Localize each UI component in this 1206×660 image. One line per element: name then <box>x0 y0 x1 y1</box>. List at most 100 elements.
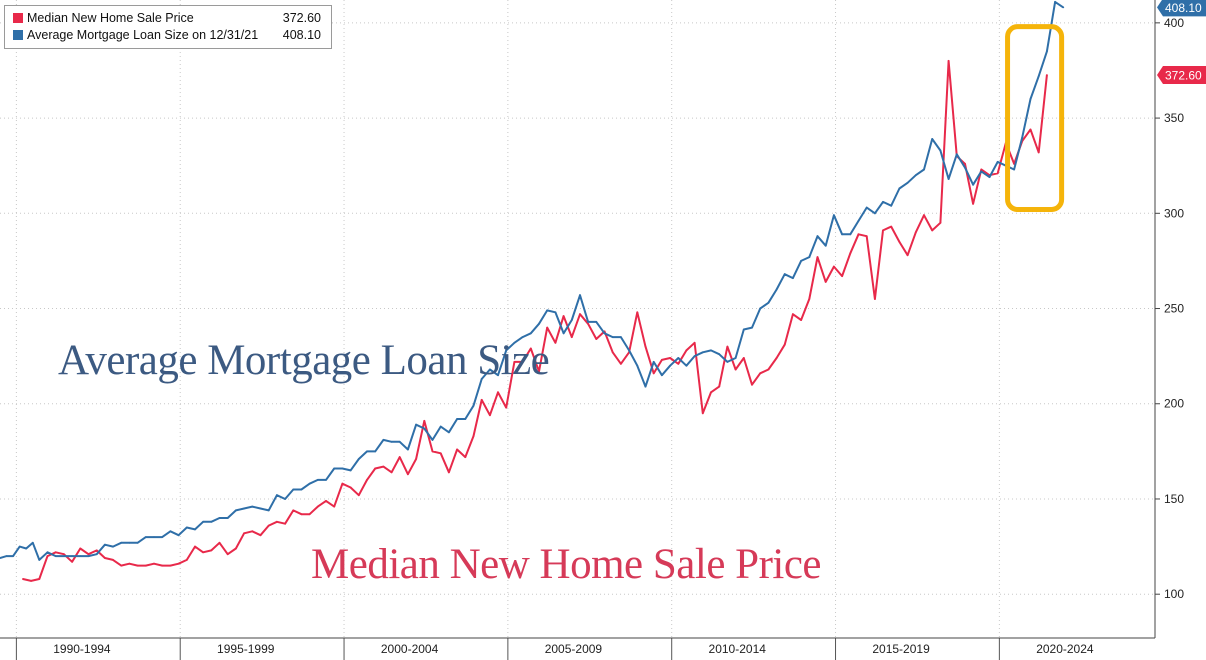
data-point <box>194 528 196 531</box>
legend-swatch-red <box>13 13 23 23</box>
data-point <box>300 488 303 491</box>
data-point <box>439 452 442 455</box>
data-point <box>218 517 221 519</box>
data-point <box>235 547 237 550</box>
series-line-median-price <box>22 59 1048 582</box>
data-point <box>226 553 229 556</box>
data-point <box>628 349 630 352</box>
data-point <box>448 471 450 474</box>
data-point <box>636 311 639 314</box>
data-point <box>857 220 860 222</box>
data-point <box>267 509 270 512</box>
data-point <box>890 204 893 207</box>
data-point <box>243 507 246 510</box>
data-point <box>890 225 893 228</box>
y-tick-label: 250 <box>1164 302 1184 316</box>
data-point <box>374 450 377 453</box>
data-point <box>833 214 835 217</box>
data-point <box>128 562 131 565</box>
data-point <box>914 174 917 177</box>
data-point <box>104 543 106 546</box>
x-tick-label: 2000-2004 <box>381 642 439 656</box>
data-point <box>587 321 589 323</box>
data-point <box>1021 136 1024 139</box>
data-point <box>751 326 753 329</box>
data-point <box>54 551 57 554</box>
data-point <box>251 505 254 508</box>
data-point <box>652 361 655 363</box>
data-point <box>63 553 65 556</box>
data-point <box>677 357 680 359</box>
data-point <box>865 235 868 238</box>
data-point <box>652 372 655 375</box>
data-point <box>202 520 205 523</box>
data-point <box>906 181 909 184</box>
data-point <box>882 229 884 232</box>
data-point <box>726 361 729 363</box>
data-point <box>939 149 942 152</box>
data-point <box>1029 128 1032 131</box>
data-point <box>898 241 901 243</box>
last-value-tag <box>1157 66 1206 85</box>
data-point <box>46 555 49 557</box>
data-point <box>857 233 860 236</box>
data-point <box>267 524 270 527</box>
data-point <box>161 536 164 538</box>
data-point <box>366 479 368 481</box>
data-point <box>644 345 647 348</box>
data-point <box>292 488 295 491</box>
data-point <box>104 557 106 559</box>
data-point <box>554 311 557 314</box>
data-point <box>71 560 73 563</box>
data-point <box>218 541 221 544</box>
data-point <box>431 450 434 453</box>
data-point <box>718 385 721 388</box>
last-value-tag <box>1157 0 1206 17</box>
data-point <box>202 551 205 554</box>
data-point <box>464 456 467 458</box>
data-point <box>398 440 401 443</box>
data-point <box>996 172 999 175</box>
data-point <box>54 555 57 557</box>
data-point <box>759 372 762 375</box>
x-tick-label: 1990-1994 <box>53 642 111 656</box>
data-point <box>546 326 549 329</box>
data-point <box>824 281 827 283</box>
data-point <box>79 555 82 557</box>
data-point <box>874 212 876 215</box>
data-point <box>366 450 368 453</box>
data-point <box>718 353 721 356</box>
data-point <box>333 505 336 508</box>
data-point <box>456 448 458 451</box>
data-point <box>415 458 417 460</box>
data-point <box>587 322 589 325</box>
data-point <box>251 530 254 533</box>
legend-item-median-price: Median New Home Sale Price 372.60 <box>13 9 325 27</box>
data-point <box>693 355 696 357</box>
data-point <box>603 332 606 335</box>
data-point <box>841 275 843 277</box>
data-point <box>243 532 246 535</box>
data-point <box>538 322 540 325</box>
data-point <box>30 580 32 582</box>
data-point <box>538 370 540 373</box>
legend-label: Median New Home Sale Price <box>27 11 194 25</box>
data-point <box>407 473 409 476</box>
data-point <box>611 351 614 354</box>
data-point <box>685 364 688 367</box>
data-point <box>964 162 966 165</box>
data-point <box>693 341 696 344</box>
y-tick-label: 400 <box>1164 16 1184 30</box>
data-point <box>259 507 262 510</box>
y-tick-label: 150 <box>1164 492 1184 506</box>
data-point <box>800 260 802 262</box>
data-point <box>407 448 409 451</box>
data-point <box>194 545 196 548</box>
data-point <box>980 168 983 171</box>
data-point <box>636 364 639 367</box>
data-point <box>284 522 286 525</box>
data-point <box>1037 75 1040 78</box>
data-point <box>611 336 614 338</box>
data-point <box>996 161 999 163</box>
data-point <box>775 288 778 291</box>
